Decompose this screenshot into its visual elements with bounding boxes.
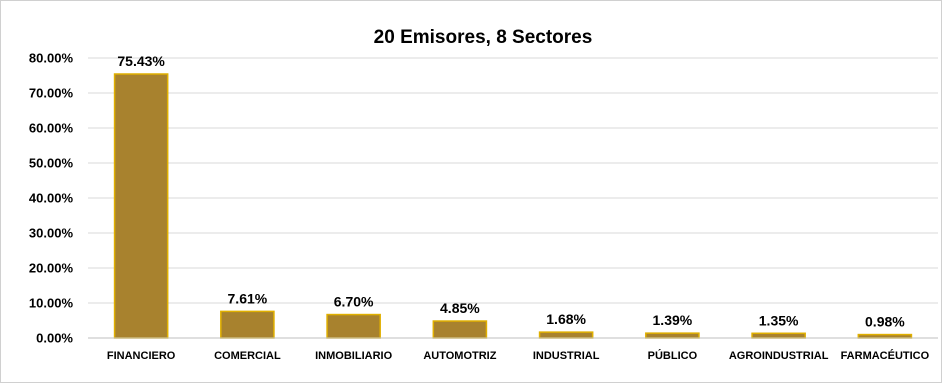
- bar-industrial: [540, 332, 593, 338]
- y-tick-label: 50.00%: [29, 156, 74, 171]
- data-label: 7.61%: [228, 290, 268, 306]
- chart-title: 20 Emisores, 8 Sectores: [374, 27, 593, 48]
- data-label: 1.68%: [546, 311, 586, 327]
- x-axis-tick-labels: FINANCIERO COMERCIAL INMOBILIARIO AUTOMOTRI…: [107, 349, 930, 362]
- bar-inmobiliario: [327, 315, 380, 338]
- x-tick-label: PÚBLICO: [648, 349, 698, 362]
- bar-público: [646, 333, 699, 338]
- data-label: 75.43%: [117, 53, 165, 69]
- data-label: 1.39%: [653, 312, 693, 328]
- bar-financiero: [115, 74, 168, 338]
- y-tick-label: 70.00%: [29, 86, 74, 101]
- data-labels: 75.43% 7.61% 6.70% 4.85% 1.68% 1.39% 1.35% 0.98…: [117, 53, 905, 330]
- y-tick-label: 20.00%: [29, 261, 74, 276]
- x-tick-label: FARMACÉUTICO: [841, 349, 930, 362]
- x-tick-label: INDUSTRIAL: [533, 350, 600, 362]
- x-tick-label: INMOBILIARIO: [315, 350, 392, 362]
- y-tick-label: 40.00%: [29, 191, 74, 206]
- bar-comercial: [221, 311, 274, 338]
- y-tick-label: 30.00%: [29, 226, 74, 241]
- gridlines: [88, 58, 938, 303]
- y-tick-label: 10.00%: [29, 296, 74, 311]
- data-label: 1.35%: [759, 312, 799, 328]
- y-tick-label: 80.00%: [29, 51, 74, 66]
- bar-automotriz: [433, 321, 486, 338]
- x-tick-label: AGROINDUSTRIAL: [729, 350, 829, 362]
- y-tick-label: 0.00%: [36, 331, 73, 346]
- bar-agroindustrial: [752, 333, 805, 338]
- x-tick-label: AUTOMOTRIZ: [423, 350, 496, 362]
- x-tick-label: COMERCIAL: [214, 350, 281, 362]
- data-label: 4.85%: [440, 300, 480, 316]
- data-label: 0.98%: [865, 314, 905, 330]
- bar-farmacéutico: [858, 335, 911, 338]
- x-tick-label: FINANCIERO: [107, 350, 176, 362]
- data-label: 6.70%: [334, 294, 374, 310]
- y-tick-label: 60.00%: [29, 121, 74, 136]
- y-axis-tick-labels: 0.00% 10.00% 20.00% 30.00% 40.00% 50.00% 60.00…: [29, 51, 74, 346]
